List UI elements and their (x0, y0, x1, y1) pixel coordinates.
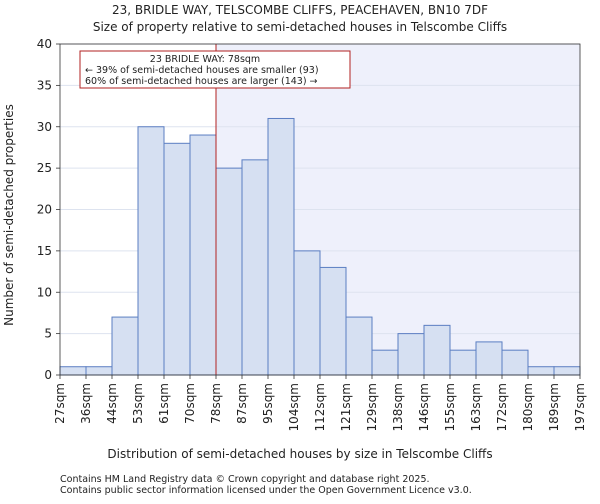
x-tick-label: 129sqm (365, 383, 379, 431)
annotation-line-2: ← 39% of semi-detached houses are smalle… (85, 65, 319, 76)
x-tick-label: 155sqm (443, 383, 457, 431)
bar (137, 126, 165, 376)
annotation-frame (79, 50, 351, 89)
x-tick-label: 197sqm (573, 383, 587, 431)
x-tick-label: 36sqm (79, 383, 93, 424)
bar (267, 117, 295, 376)
bar (449, 349, 477, 376)
x-tick-label: 146sqm (417, 383, 431, 431)
y-tick-label: 5 (44, 327, 52, 341)
bars (59, 117, 581, 376)
y-tick-label: 15 (37, 244, 52, 258)
annotation-line-3: 60% of semi-detached houses are larger (… (85, 76, 318, 87)
x-tick-label: 95sqm (261, 383, 275, 424)
x-tick-label: 189sqm (547, 383, 561, 431)
x-tick-label: 44sqm (105, 383, 119, 424)
bar (319, 266, 347, 376)
y-tick-label: 0 (44, 368, 52, 382)
bar (59, 366, 87, 376)
x-axis-label: Distribution of semi-detached houses by … (107, 447, 492, 461)
x-tick-label: 70sqm (183, 383, 197, 424)
footer-line-2: Contains public sector information licen… (60, 485, 472, 496)
bar (371, 349, 399, 376)
x-tick-label: 112sqm (313, 383, 327, 431)
x-tick-label: 61sqm (157, 383, 171, 424)
annotation-box: 23 BRIDLE WAY: 78sqm ← 39% of semi-detac… (79, 50, 351, 89)
y-axis-label: Number of semi-detached properties (2, 104, 16, 326)
bar (293, 250, 321, 376)
chart-title: 23, BRIDLE WAY, TELSCOMBE CLIFFS, PEACEH… (112, 3, 488, 17)
y-tick-label: 10 (37, 285, 52, 299)
bar (85, 366, 113, 376)
bar (501, 349, 529, 376)
x-tick-label: 121sqm (339, 383, 353, 431)
bar (475, 341, 503, 376)
y-tick-label: 35 (37, 78, 52, 92)
bar (189, 134, 217, 376)
bar (111, 316, 139, 376)
y-axis-ticks: 0 5 10 15 20 25 30 35 40 (37, 37, 60, 382)
bar (345, 316, 373, 376)
x-tick-label: 138sqm (391, 383, 405, 431)
bar (397, 333, 425, 376)
y-tick-label: 40 (37, 37, 52, 51)
annotation-line-1: 23 BRIDLE WAY: 78sqm (150, 54, 260, 65)
x-tick-label: 53sqm (131, 383, 145, 424)
x-tick-label: 163sqm (469, 383, 483, 431)
footer-line-1: Contains HM Land Registry data © Crown c… (60, 474, 430, 485)
x-tick-label: 27sqm (53, 383, 67, 424)
y-tick-label: 30 (37, 120, 52, 134)
bar (423, 324, 451, 376)
x-tick-label: 104sqm (287, 383, 301, 431)
bar (215, 167, 243, 376)
x-tick-label: 78sqm (209, 383, 223, 424)
bar (241, 159, 269, 376)
bar (553, 366, 581, 376)
chart-subtitle: Size of property relative to semi-detach… (93, 20, 507, 34)
y-tick-label: 20 (37, 203, 52, 217)
bar (527, 366, 555, 376)
bar (163, 142, 191, 376)
x-tick-label: 180sqm (521, 383, 535, 431)
y-tick-label: 25 (37, 161, 52, 175)
x-axis-ticks: 27sqm 36sqm 44sqm 53sqm 61sqm 70sqm 78sqm 87sqm… (53, 375, 587, 431)
x-tick-label: 172sqm (495, 383, 509, 431)
x-tick-label: 87sqm (235, 383, 249, 424)
